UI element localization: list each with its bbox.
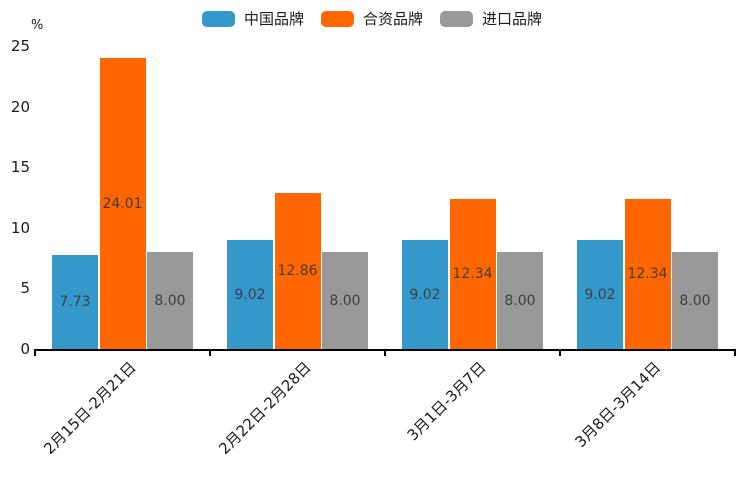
legend-label: 合资品牌 bbox=[362, 10, 423, 28]
bar-value-label: 8.00 bbox=[504, 292, 536, 309]
legend-item-2: 进口品牌 bbox=[440, 10, 542, 28]
x-axis-tick-mark bbox=[34, 351, 36, 356]
bar: 7.73 bbox=[52, 255, 98, 349]
legend-swatch-icon bbox=[440, 11, 473, 27]
legend-item-0: 中国品牌 bbox=[201, 10, 304, 28]
y-tick-label: 15 bbox=[10, 158, 30, 177]
x-category-label: 3月8日-3月14日 bbox=[571, 358, 665, 452]
y-tick-label: 25 bbox=[10, 37, 30, 55]
bar-value-label: 7.73 bbox=[59, 294, 91, 310]
bar-value-label: 12.34 bbox=[627, 266, 668, 282]
legend-swatch-icon bbox=[320, 11, 354, 27]
bar-value-label: 24.01 bbox=[102, 195, 143, 212]
y-tick-label: 20 bbox=[10, 97, 30, 116]
legend-item-1: 合资品牌 bbox=[320, 10, 423, 28]
y-tick-label: 5 bbox=[20, 279, 30, 298]
bar-value-label: 9.02 bbox=[584, 286, 616, 303]
bar: 12.34 bbox=[449, 199, 496, 349]
legend-label: 中国品牌 bbox=[243, 10, 304, 28]
bar-value-label: 12.34 bbox=[452, 266, 493, 282]
x-axis-tick-mark bbox=[209, 351, 211, 356]
bar: 8.00 bbox=[497, 252, 543, 349]
legend-swatch-icon bbox=[201, 11, 235, 27]
bar: 12.86 bbox=[274, 193, 321, 349]
bar: 9.02 bbox=[402, 240, 448, 349]
x-axis-line bbox=[34, 349, 736, 351]
x-axis-tick-mark bbox=[734, 351, 736, 356]
bar-value-label: 8.00 bbox=[329, 292, 361, 309]
y-tick-label: 10 bbox=[10, 218, 30, 237]
bar-value-label: 8.00 bbox=[154, 292, 186, 309]
bar: 8.00 bbox=[147, 252, 193, 349]
bar: 24.01 bbox=[99, 58, 146, 349]
x-category-label: 3月1日-3月7日 bbox=[403, 358, 490, 445]
x-axis-tick-mark bbox=[559, 351, 561, 356]
bar-value-label: 9.02 bbox=[409, 286, 441, 303]
legend-label: 进口品牌 bbox=[482, 10, 543, 28]
bar: 9.02 bbox=[577, 240, 623, 349]
x-axis-tick-mark bbox=[384, 351, 386, 356]
bar: 12.34 bbox=[624, 199, 671, 349]
x-category-label: 2月15日-2月21日 bbox=[40, 358, 140, 458]
bar: 8.00 bbox=[322, 252, 368, 349]
bar-value-label: 9.02 bbox=[234, 286, 266, 303]
y-axis-unit-label: % bbox=[31, 18, 44, 33]
x-category-label: 2月22日-2月28日 bbox=[215, 358, 315, 458]
bar: 9.02 bbox=[227, 240, 273, 349]
chart-legend: 中国品牌 合资品牌 进口品牌 bbox=[0, 10, 744, 28]
bar-value-label: 8.00 bbox=[679, 292, 711, 309]
y-tick-label: 0 bbox=[20, 340, 30, 358]
bar: 8.00 bbox=[672, 252, 718, 349]
bar-value-label: 12.86 bbox=[277, 263, 318, 279]
